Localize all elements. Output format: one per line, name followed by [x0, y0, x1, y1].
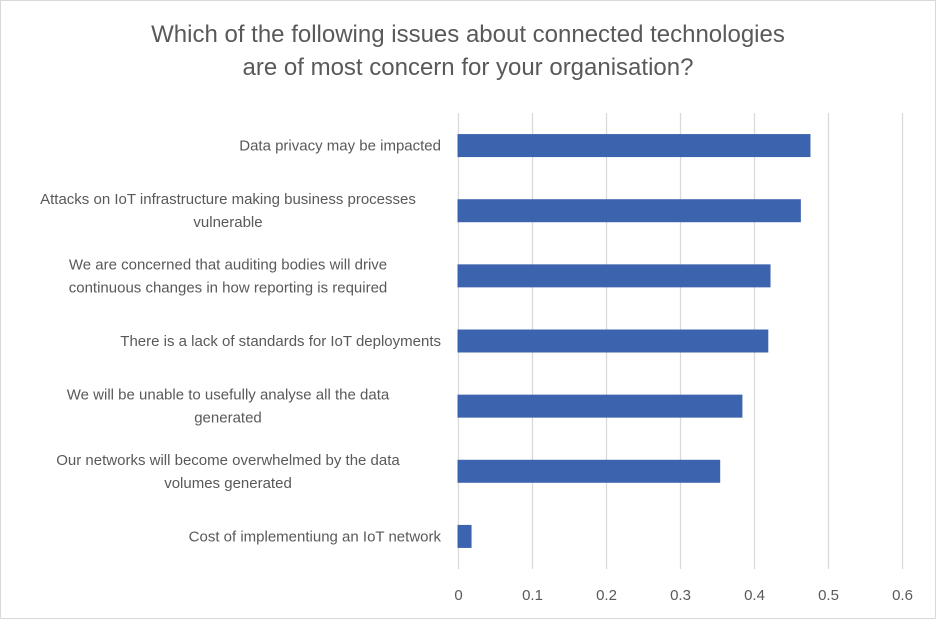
x-tick-label: 0.1 [522, 587, 543, 604]
bar [457, 199, 801, 223]
category-label: vulnerable [193, 214, 262, 231]
category-label: Data privacy may be impacted [239, 138, 441, 155]
chart-title: Which of the following issues about conn… [0, 18, 936, 84]
title-line-1: Which of the following issues about conn… [151, 21, 785, 48]
category-label: We are concerned that auditing bodies wi… [69, 256, 387, 273]
bar [457, 264, 771, 288]
category-label: continuous changes in how reporting is r… [69, 279, 388, 296]
category-label: We will be unable to usefully analyse al… [67, 387, 390, 404]
bar [457, 459, 721, 483]
bar [457, 394, 743, 418]
category-label: Cost of implementiung an IoT network [189, 528, 442, 545]
x-tick-label: 0.6 [892, 587, 913, 604]
x-tick-label: 0.4 [744, 587, 765, 604]
x-tick-label: 0 [454, 587, 462, 604]
x-tick-label: 0.3 [670, 587, 691, 604]
category-label: Attacks on IoT infrastructure making bus… [40, 191, 416, 208]
x-tick-label: 0.2 [596, 587, 617, 604]
category-label: Our networks will become overwhelmed by … [56, 452, 400, 469]
bar [457, 134, 811, 158]
category-label: generated [194, 410, 262, 427]
category-label: There is a lack of standards for IoT dep… [120, 333, 441, 350]
bar [457, 329, 769, 353]
bar [457, 524, 472, 548]
x-tick-label: 0.5 [818, 587, 839, 604]
category-label: volumes generated [164, 475, 292, 492]
title-line-2: are of most concern for your organisatio… [242, 54, 694, 81]
